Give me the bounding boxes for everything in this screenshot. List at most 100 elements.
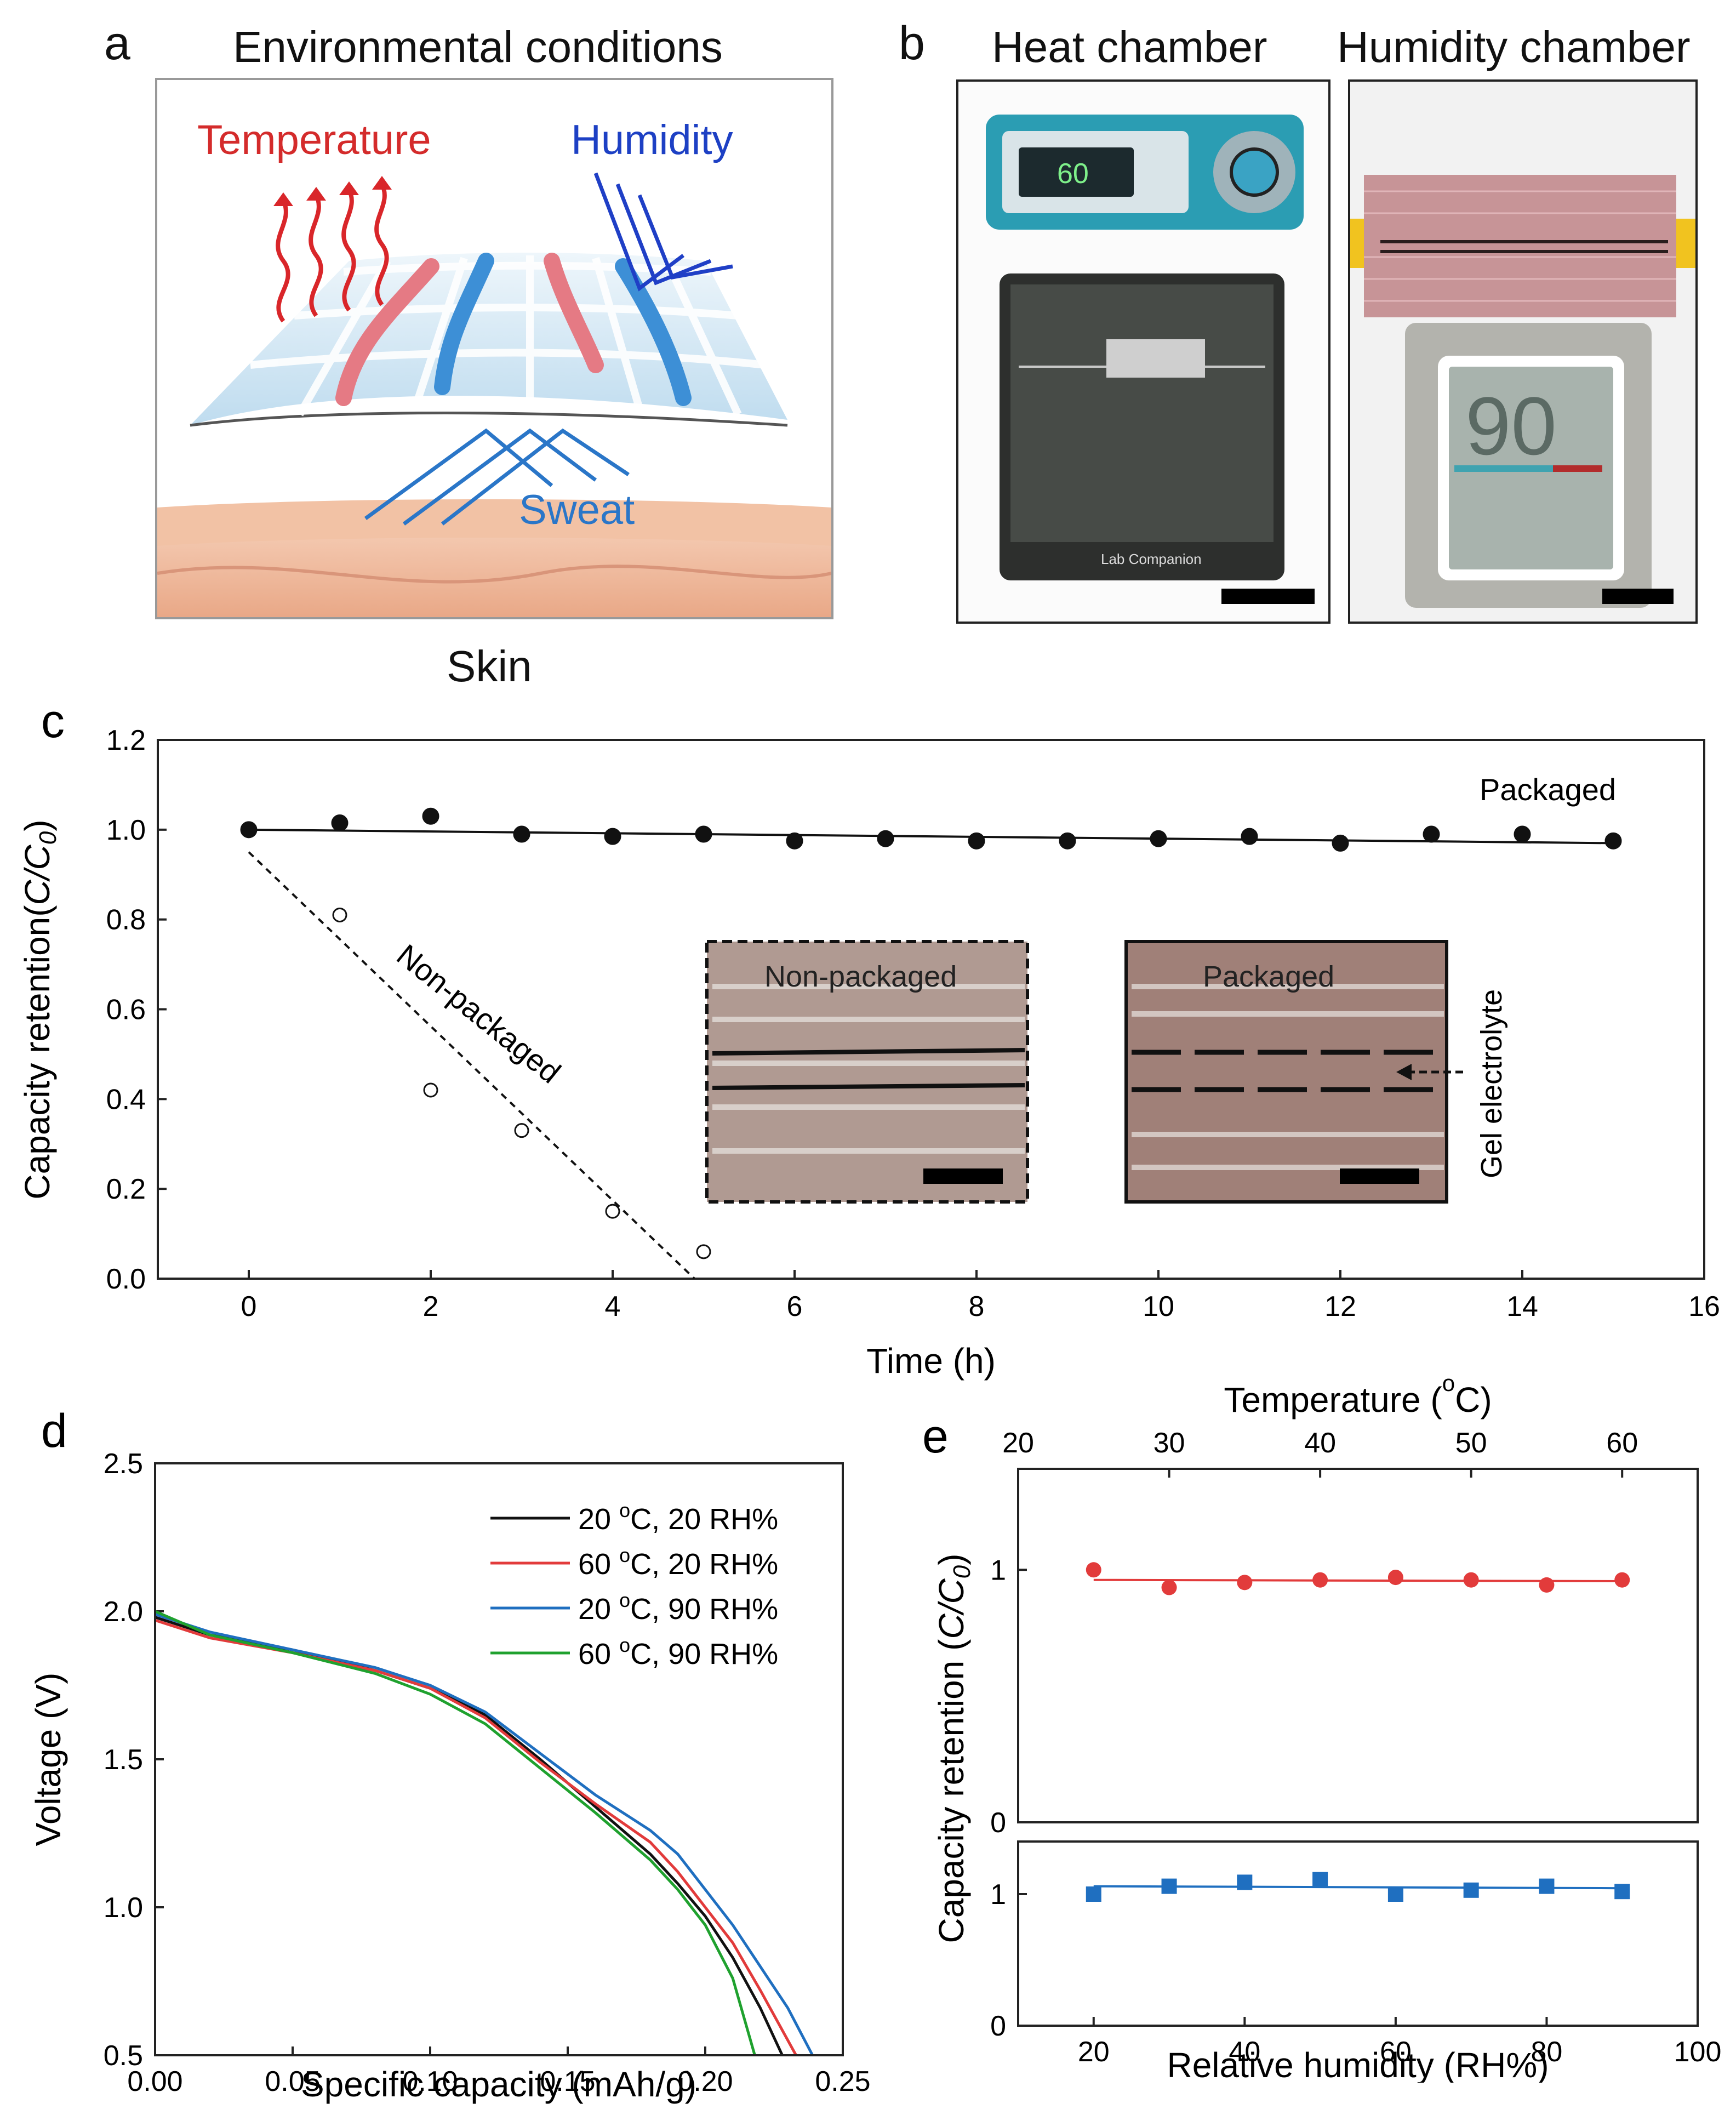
c-x-tick-label: 12	[1324, 1291, 1356, 1322]
sample-in-chamber	[1106, 339, 1205, 378]
c-x-tick-label: 2	[423, 1291, 439, 1322]
c-x-tick-label: 0	[241, 1291, 257, 1322]
skin-wave	[157, 565, 831, 584]
chart-c-xlabel: Time (h)	[866, 1341, 996, 1381]
chart-e-bottom-frame	[1017, 1840, 1699, 2027]
humidity-point	[1463, 1882, 1479, 1898]
textile-sample	[1364, 175, 1676, 317]
humidity-x-tick-label: 60	[1380, 2036, 1412, 2068]
temperature-x-tick-label: 20	[1002, 1427, 1034, 1459]
hygrometer-bar-blue	[1454, 465, 1553, 472]
environment-illustration-svg: Temperature Humidity Sweat	[157, 117, 831, 617]
d-x-tick-label: 0.00	[127, 2066, 182, 2097]
packaged-point	[422, 807, 439, 825]
chamber-window	[1010, 284, 1274, 542]
packaged-annotation: Packaged	[1480, 772, 1616, 807]
humidity-fit-line	[1093, 1885, 1623, 1890]
humidity-point	[1387, 1886, 1403, 1902]
skin-top-layer	[157, 499, 831, 546]
humidity-point	[1161, 1878, 1177, 1894]
textile-sheet	[190, 253, 787, 425]
c-x-tick-label: 6	[787, 1291, 803, 1322]
d-series-line-0	[155, 1616, 784, 2056]
c-x-tick-label: 4	[605, 1291, 621, 1322]
packaged-point	[1150, 830, 1167, 847]
humidity-point	[1614, 1884, 1630, 1900]
humidity-y-tick-label: 0	[990, 2010, 1006, 2042]
temperature-point	[1312, 1572, 1328, 1588]
temperature-x-tick-label: 30	[1153, 1427, 1185, 1459]
chart-e-top-frame	[1017, 1468, 1699, 1823]
inset-packaged-label: Packaged	[1203, 960, 1334, 993]
chart-c: c 0 2 4 6 8 10 12 14 16 0.0 0.2 0.4 0.6 0.8 1.0 1.2 Pac…	[18, 695, 1720, 1381]
humidity-chamber-photo: 90	[1348, 79, 1698, 624]
temperature-x-tick-label: 50	[1455, 1427, 1487, 1459]
chart-c-ylabel: Capacity retention(C/C0)	[18, 819, 61, 1199]
hygrometer-bar-red	[1553, 465, 1602, 472]
packaged-point	[513, 825, 530, 843]
non-packaged-point	[332, 907, 347, 922]
humidity-display-value: 90	[1465, 380, 1557, 472]
d-x-tick-label: 0.05	[265, 2066, 320, 2097]
c-y-tick-label: 0.4	[106, 1084, 146, 1115]
d-y-tick-label: 2.0	[104, 1596, 143, 1628]
chart-e-ylabel: Capacity retention (C/C0)	[932, 1554, 975, 1943]
environment-illustration: Temperature Humidity Sweat	[155, 78, 833, 619]
packaged-point	[786, 832, 803, 850]
heat-scale-bar	[1221, 589, 1315, 604]
packaged-point	[240, 821, 258, 839]
panel-a-letter: a	[104, 17, 130, 70]
sweat-arrows-icon	[364, 428, 630, 526]
packaged-fit-line	[248, 828, 1614, 845]
c-y-tick-label: 0.8	[106, 904, 146, 936]
temperature-y-tick-label: 1	[990, 1554, 1006, 1586]
d-legend-label: 20 oC, 20 RH%	[578, 1499, 778, 1536]
gel-arrowhead-icon	[1396, 1064, 1412, 1080]
panel-b-letter: b	[899, 17, 925, 70]
humidity-y-tick-label: 1	[990, 1879, 1006, 1911]
chart-e-top-xlabel: Temperature (oC)	[1224, 1370, 1492, 1419]
skin-label: Skin	[447, 642, 532, 691]
temperature-point	[1539, 1577, 1555, 1593]
packaged-point	[695, 825, 712, 843]
inset-packaged-weave	[1132, 984, 1444, 1170]
d-y-tick-label: 2.5	[104, 1448, 143, 1480]
packaged-point	[1059, 832, 1076, 850]
c-x-tick-label: 14	[1506, 1291, 1538, 1322]
packaged-point	[1423, 825, 1440, 843]
panel-c-letter: c	[41, 695, 65, 748]
inset-non-packaged-weave	[712, 984, 1025, 1154]
packaged-point	[1241, 828, 1258, 845]
c-y-tick-label: 0.0	[106, 1263, 146, 1295]
d-y-tick-label: 0.5	[104, 2040, 143, 2072]
temperature-y-tick-label: 0	[990, 1807, 1006, 1839]
d-x-tick-label: 0.25	[815, 2066, 870, 2097]
chart-d: d 0.00 0.05 0.10 0.15 0.20 0.25 0.5 1.0 1.5 2.0 2.…	[28, 1405, 871, 2104]
non-packaged-point	[423, 1082, 438, 1098]
chart-c-frame	[157, 739, 1705, 1280]
non-packaged-point	[605, 1204, 620, 1219]
temperature-point	[1614, 1572, 1630, 1588]
c-x-tick-label: 8	[969, 1291, 985, 1322]
d-series-line-3	[155, 1610, 756, 2056]
c-x-tick-label: 10	[1143, 1291, 1174, 1322]
d-x-tick-label: 0.10	[402, 2066, 458, 2097]
humidity-chamber-svg: 90	[1350, 175, 1695, 608]
d-x-tick-label: 0.20	[677, 2066, 733, 2097]
c-x-tick-label: 16	[1688, 1291, 1720, 1322]
temperature-point	[1161, 1580, 1177, 1595]
d-y-tick-label: 1.5	[104, 1744, 143, 1776]
textile-electrodes	[335, 253, 692, 406]
panel-a-title: Environmental conditions	[233, 22, 723, 71]
humidity-point	[1312, 1872, 1328, 1888]
inset1-scale-bar	[923, 1168, 1003, 1184]
chart-e-bottom-xlabel: Relative humidity (RH%)	[1167, 2045, 1549, 2083]
temperature-point	[1463, 1572, 1479, 1588]
non-packaged-point	[696, 1244, 711, 1259]
inset2-scale-bar	[1340, 1168, 1419, 1184]
d-x-tick-label: 0.15	[540, 2066, 595, 2097]
sweat-label: Sweat	[519, 487, 635, 533]
packaged-point	[604, 828, 621, 845]
heat-chamber-photo: 60 Lab Companion	[956, 79, 1330, 624]
textile-edge	[190, 412, 788, 427]
